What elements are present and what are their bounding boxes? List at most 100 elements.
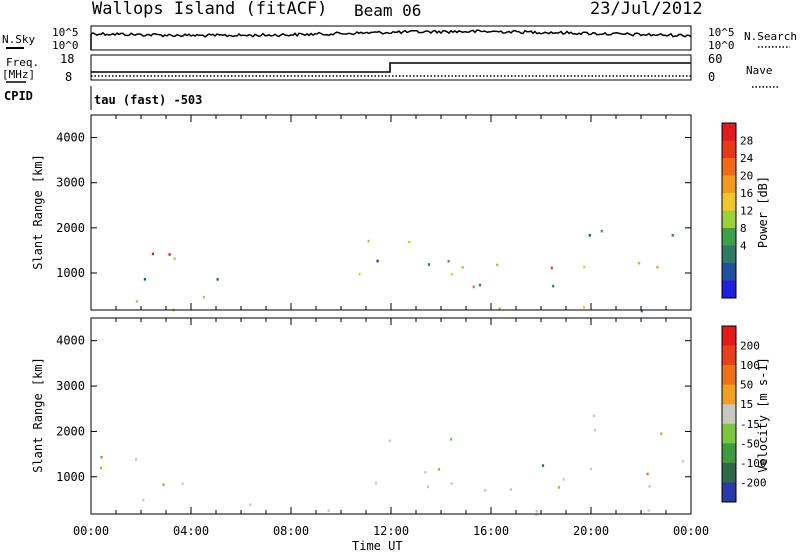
time-tick-label: 04:00: [173, 524, 209, 538]
y-tick-label: 3000: [56, 176, 85, 190]
echo-cell: [168, 253, 171, 256]
echo-cell: [327, 509, 330, 512]
y-tick-label: 2000: [56, 221, 85, 235]
echo-cell: [461, 266, 464, 269]
station-title: Wallops Island (fitACF): [92, 0, 327, 19]
colorbar-swatch: [722, 404, 736, 425]
echo-cell: [600, 229, 603, 233]
echo-cell: [550, 266, 553, 270]
nave-tick-bottom: 0: [708, 70, 715, 84]
y-tick-label: 2000: [56, 424, 85, 438]
colorbar-tick-label: 200: [740, 340, 760, 353]
time-axis-title: Time UT: [352, 539, 403, 553]
echo-cell: [562, 478, 565, 481]
echo-cell: [408, 240, 411, 244]
power-cells: [135, 229, 674, 313]
echo-cell: [583, 265, 586, 269]
colorbar-tick-label: -100: [740, 457, 767, 470]
echo-cell: [367, 239, 370, 243]
nave-label: Nave: [746, 64, 773, 77]
time-axis-labels: 00:00 04:00 08:00 12:00 16:00 20:00 00:00: [73, 524, 709, 538]
power-x-axis: [90, 115, 692, 310]
echo-cell: [472, 285, 475, 289]
nsearch-tick-bottom: 10^0: [708, 39, 735, 52]
nsearch-label: N.Search: [744, 30, 797, 43]
echo-cell: [648, 485, 651, 488]
echo-cell: [388, 439, 391, 443]
echo-cell: [202, 295, 205, 299]
y-tick-label: 1000: [56, 470, 85, 484]
colorbar-tick-label: 50: [740, 379, 753, 392]
colorbar-swatch: [722, 228, 736, 246]
colorbar-tick-label: 8: [740, 222, 747, 235]
y-tick-label: 3000: [56, 379, 85, 393]
power-colorbar: 28 24 20 16 12 8 4: [721, 122, 754, 299]
freq-unit: [MHz]: [2, 68, 35, 81]
echo-cell: [162, 483, 165, 487]
echo-cell: [535, 513, 538, 516]
echo-cell: [135, 458, 138, 461]
echo-cell: [173, 257, 176, 261]
colorbar-tick-label: -200: [740, 476, 767, 489]
echo-cell: [647, 509, 650, 512]
echo-cell: [447, 259, 450, 263]
echo-cell: [181, 482, 184, 485]
y-tick-label: 1000: [56, 266, 85, 280]
echo-cell: [358, 272, 361, 276]
colorbar-swatch: [722, 443, 736, 464]
echo-cell: [593, 428, 596, 432]
time-tick-label: 20:00: [573, 524, 609, 538]
nave-tick-top: 60: [708, 52, 722, 66]
echo-cell: [249, 503, 252, 506]
freq-tick-top: 18: [60, 52, 74, 66]
nsky-tick-bottom: 10^0: [52, 39, 79, 52]
echo-cell: [151, 252, 154, 256]
colorbar-tick-label: -15: [740, 418, 760, 431]
colorbar-frame: [721, 325, 737, 503]
echo-cell: [496, 263, 499, 267]
colorbar-tick-label: 28: [740, 135, 753, 148]
cpid-value: tau (fast) -503: [94, 93, 202, 107]
colorbar-swatch: [722, 175, 736, 194]
time-tick-label: 00:00: [73, 524, 109, 538]
colorbar-swatch: [722, 462, 736, 483]
colorbar-tick-label: 100: [740, 359, 760, 372]
time-tick-label: 08:00: [273, 524, 309, 538]
velocity-ylabel: Slant Range [km]: [31, 357, 45, 473]
colorbar-swatch: [722, 365, 736, 385]
echo-cell: [135, 300, 138, 303]
echo-cell: [216, 278, 219, 281]
echo-cell: [552, 284, 555, 288]
nsky-panel: N.Sky 10^5 10^0 10^5 10^0 N.Search: [2, 25, 797, 52]
colorbar-tick-label: 24: [740, 152, 754, 165]
colorbar-tick-label: 15: [740, 398, 753, 411]
echo-cell: [376, 259, 379, 263]
cpid-label: CPID: [4, 89, 33, 103]
echo-cell: [437, 468, 441, 471]
power-ylabel: Slant Range [km]: [31, 154, 45, 270]
colorbar-swatch: [722, 482, 736, 503]
nsky-tick-top: 10^5: [52, 26, 79, 39]
time-tick-label: 00:00: [673, 524, 709, 538]
echo-cell: [589, 467, 592, 471]
echo-cell: [541, 464, 545, 467]
nsky-label: N.Sky: [2, 33, 35, 46]
echo-cell: [142, 498, 145, 502]
colorbar-swatch: [722, 326, 736, 346]
echo-cell: [450, 438, 453, 441]
echo-cell: [450, 482, 453, 485]
velocity-colorbar: 200 100 50 15 -15 -50 -100 -200: [721, 325, 767, 503]
colorbar-swatch: [722, 280, 736, 299]
echo-cell: [478, 283, 482, 287]
colorbar-swatch: [722, 193, 736, 211]
echo-cell: [588, 234, 591, 237]
freq-panel: Freq. [MHz] 18 8 60 0 Nave: [2, 52, 780, 88]
velocity-x-axis: [90, 318, 692, 514]
colorbar-tick-label: 4: [740, 240, 747, 253]
colorbar-frame: [721, 122, 737, 299]
echo-cell: [99, 466, 103, 470]
colorbar-tick-label: -50: [740, 437, 760, 450]
power-y-axis: 1000 2000 3000 4000: [56, 131, 691, 280]
cpid-panel: CPID tau (fast) -503: [4, 86, 202, 110]
